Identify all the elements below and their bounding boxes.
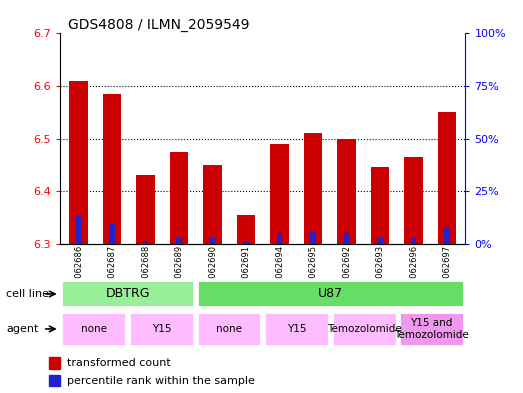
- Bar: [197, 312, 262, 346]
- Bar: [176, 239, 181, 244]
- Text: U87: U87: [318, 286, 343, 300]
- Bar: [399, 312, 464, 346]
- Bar: [62, 312, 127, 346]
- Text: percentile rank within the sample: percentile rank within the sample: [67, 376, 255, 386]
- Bar: [197, 280, 464, 307]
- Bar: [311, 231, 316, 244]
- Bar: [337, 138, 356, 244]
- Text: none: none: [216, 324, 242, 334]
- Text: transformed count: transformed count: [67, 358, 171, 368]
- Bar: [210, 239, 215, 244]
- Text: agent: agent: [6, 324, 39, 334]
- Text: Y15: Y15: [152, 324, 171, 334]
- Bar: [438, 112, 456, 244]
- Text: DBTRG: DBTRG: [106, 286, 150, 300]
- Text: GDS4808 / ILMN_2059549: GDS4808 / ILMN_2059549: [68, 18, 249, 32]
- Bar: [244, 241, 248, 244]
- Bar: [344, 233, 349, 244]
- Bar: [76, 215, 81, 244]
- Text: Temozolomide: Temozolomide: [327, 324, 402, 334]
- Bar: [143, 241, 148, 244]
- Bar: [411, 239, 416, 244]
- Text: none: none: [81, 324, 107, 334]
- Bar: [70, 81, 88, 244]
- Bar: [49, 375, 60, 386]
- Bar: [137, 175, 155, 244]
- Bar: [203, 165, 222, 244]
- Bar: [404, 157, 423, 244]
- Text: Y15 and
Temozolomide: Y15 and Temozolomide: [394, 318, 469, 340]
- Bar: [49, 357, 60, 369]
- Text: cell line: cell line: [6, 289, 49, 299]
- Bar: [304, 133, 322, 244]
- Bar: [371, 167, 389, 244]
- Bar: [103, 94, 121, 244]
- Bar: [445, 228, 450, 244]
- Bar: [270, 144, 289, 244]
- Bar: [62, 280, 194, 307]
- Bar: [170, 152, 188, 244]
- Bar: [264, 312, 329, 346]
- Text: Y15: Y15: [287, 324, 306, 334]
- Bar: [109, 222, 115, 244]
- Bar: [237, 215, 255, 244]
- Bar: [277, 233, 282, 244]
- Bar: [378, 239, 383, 244]
- Bar: [332, 312, 396, 346]
- Bar: [129, 312, 194, 346]
